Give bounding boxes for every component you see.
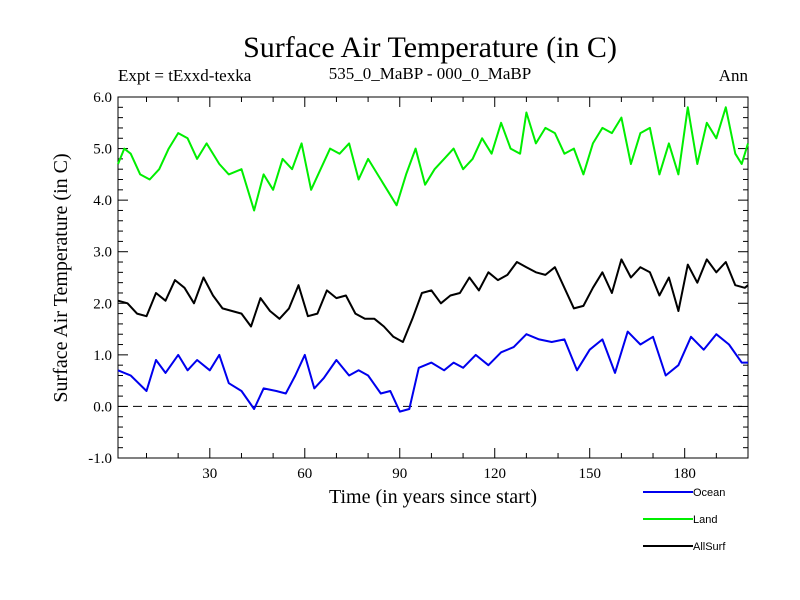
- y-tick-label: 6.0: [93, 90, 112, 106]
- period-label: 535_0_MaBP - 000_0_MaBP: [329, 64, 531, 83]
- x-tick-label: 30: [202, 466, 217, 482]
- x-tick-label: 150: [578, 466, 601, 482]
- x-axis-label: Time (in years since start): [329, 486, 537, 508]
- x-tick-label: 90: [392, 466, 407, 482]
- season-label: Ann: [719, 66, 749, 85]
- chart-title: Surface Air Temperature (in C): [243, 31, 617, 64]
- x-tick-label: 120: [483, 466, 506, 482]
- y-tick-label: 3.0: [93, 245, 112, 261]
- y-tick-label: 0.0: [93, 399, 112, 415]
- plot-frame: [117, 96, 749, 459]
- experiment-label: Expt = tExxd-texka: [118, 66, 252, 85]
- y-tick-label: 5.0: [93, 142, 112, 158]
- x-tick-label: 180: [673, 466, 696, 482]
- x-tick-label: 60: [297, 466, 312, 482]
- y-tick-label: 2.0: [93, 296, 112, 312]
- legend-label-land: Land: [693, 514, 717, 526]
- y-tick-label: 4.0: [93, 193, 112, 209]
- series-line-ocean: [117, 330, 748, 413]
- series-line-land: [117, 106, 749, 212]
- legend-label-ocean: Ocean: [693, 487, 725, 499]
- legend-label-allsurf: AllSurf: [693, 541, 726, 553]
- y-tick-label: 1.0: [93, 348, 112, 364]
- series-line-allsurf: [117, 258, 749, 343]
- y-tick-label: -1.0: [88, 451, 112, 467]
- y-axis-label: Surface Air Temperature (in C): [50, 153, 72, 402]
